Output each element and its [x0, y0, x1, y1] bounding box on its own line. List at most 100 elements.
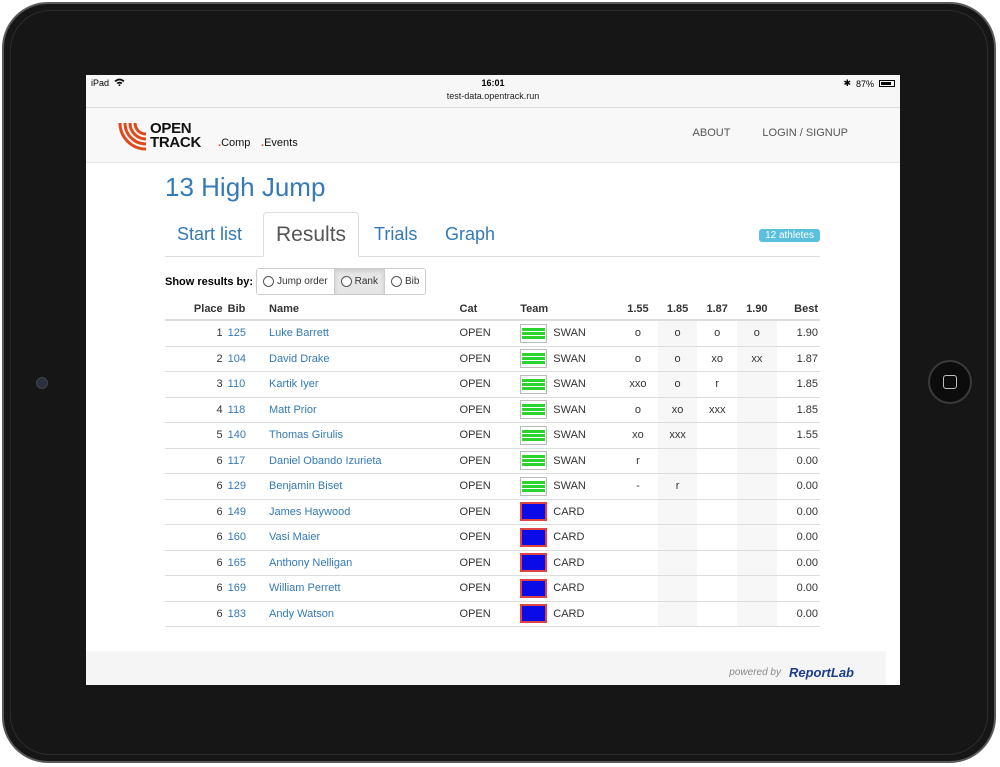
team-flag-icon — [520, 476, 548, 496]
comp-link-label: Comp — [221, 137, 251, 149]
col-height-1: 1.55 — [618, 299, 658, 321]
athlete-name-link[interactable]: David Drake — [269, 352, 330, 365]
table-row: 1 125 Luke Barrett OPEN SWAN o o o o 1.90 — [165, 320, 820, 347]
height-4-cell — [737, 397, 777, 423]
front-camera — [36, 377, 48, 389]
col-team[interactable]: Team — [520, 299, 619, 321]
table-row: 3 110 Kartik Iyer OPEN SWAN xxo o r 1.85 — [165, 371, 820, 398]
athlete-name-link[interactable]: Benjamin Biset — [269, 480, 343, 493]
team-flag-icon — [520, 425, 548, 445]
events-link[interactable]: .Events — [261, 137, 298, 149]
height-2-cell — [657, 601, 698, 627]
tablet-bezel — [10, 10, 988, 755]
height-4-cell: xx — [737, 346, 777, 372]
col-cat[interactable]: Cat — [459, 299, 521, 321]
bib-link[interactable]: 125 — [227, 327, 247, 340]
team-flag-icon — [520, 349, 548, 369]
height-1-cell: xo — [618, 422, 658, 449]
bib-option[interactable]: Bib — [384, 269, 426, 294]
height-2-cell — [657, 524, 698, 551]
rank-option[interactable]: Rank — [334, 269, 385, 294]
athlete-name-link[interactable]: Kartik Iyer — [269, 378, 319, 391]
height-3-cell — [697, 550, 738, 576]
place-cell: 6 — [165, 448, 223, 474]
bib-link[interactable]: 169 — [227, 582, 247, 595]
col-best[interactable]: Best — [776, 299, 820, 321]
team-flag-icon — [520, 400, 548, 420]
col-place[interactable]: Place — [165, 299, 223, 321]
athlete-name-link[interactable]: William Perrett — [269, 582, 341, 595]
height-3-cell: xo — [697, 346, 738, 372]
category-cell: OPEN — [459, 320, 521, 347]
bib-link[interactable]: 160 — [227, 531, 247, 544]
athlete-name-link[interactable]: Vasi Maier — [269, 531, 321, 544]
athlete-name-link[interactable]: Matt Prior — [269, 403, 317, 416]
team-flag-icon — [520, 323, 548, 343]
reportlab-logo[interactable]: ReportLab — [789, 665, 854, 680]
best-cell: 0.00 — [776, 550, 820, 576]
athlete-name-link[interactable]: Anthony Nelligan — [269, 556, 353, 569]
height-2-cell: o — [657, 371, 698, 398]
team-name: SWAN — [553, 454, 586, 467]
status-bar: iPad 16:01 test-data.opentrack.run ✱ 87% — [86, 75, 900, 108]
login-signup-link[interactable]: LOGIN / SIGNUP — [762, 127, 848, 139]
address-bar[interactable]: test-data.opentrack.run — [446, 91, 540, 101]
table-header-row: Place Bib Name Cat Team 1.55 1.85 1.87 1… — [165, 299, 820, 321]
clock: 16:01 — [481, 78, 505, 88]
table-row: 6 129 Benjamin Biset OPEN SWAN - r 0.00 — [165, 473, 820, 500]
height-2-cell — [657, 550, 698, 576]
athletes-count-badge: 12 athletes — [759, 229, 820, 242]
height-4-cell — [737, 473, 777, 500]
about-link[interactable]: ABOUT — [692, 127, 731, 139]
athlete-name-link[interactable]: Thomas Girulis — [269, 429, 343, 442]
table-row: 6 160 Vasi Maier OPEN CARD 0.00 — [165, 524, 820, 551]
jump-order-option[interactable]: Jump order — [257, 269, 335, 294]
tab-trials[interactable]: Trials — [374, 224, 418, 244]
bib-link[interactable]: 117 — [227, 454, 246, 467]
bib-link[interactable]: 165 — [227, 556, 247, 569]
height-1-cell — [618, 524, 658, 551]
category-cell: OPEN — [459, 397, 521, 423]
height-1-cell: - — [618, 473, 658, 500]
col-bib[interactable]: Bib — [222, 299, 270, 321]
bib-link[interactable]: 118 — [227, 403, 246, 416]
best-cell: 0.00 — [776, 499, 820, 525]
bib-link[interactable]: 183 — [227, 607, 247, 620]
tab-graph[interactable]: Graph — [445, 224, 496, 244]
opentrack-logo[interactable]: OPEN TRACK — [118, 121, 201, 151]
height-2-cell: xo — [657, 397, 698, 423]
comp-link[interactable]: .Comp — [218, 137, 251, 149]
navbar: OPEN TRACK .Comp .Events ABOUT LOGIN / S… — [86, 108, 900, 163]
home-button[interactable] — [928, 360, 972, 404]
height-4-cell — [737, 550, 777, 576]
height-1-cell: o — [618, 346, 658, 372]
best-cell: 1.90 — [776, 320, 820, 347]
best-cell: 0.00 — [776, 524, 820, 551]
col-name[interactable]: Name — [269, 299, 460, 321]
bib-link[interactable]: 104 — [227, 352, 247, 365]
place-cell: 6 — [165, 575, 223, 602]
athlete-name-link[interactable]: Luke Barrett — [269, 327, 329, 340]
team-name: SWAN — [553, 378, 586, 391]
radio-icon — [340, 276, 352, 287]
height-4-cell — [737, 575, 777, 602]
place-cell: 6 — [165, 473, 223, 500]
tab-results[interactable]: Results — [263, 212, 360, 257]
table-row: 6 169 William Perrett OPEN CARD 0.00 — [165, 575, 820, 602]
results-table: Place Bib Name Cat Team 1.55 1.85 1.87 1… — [165, 299, 820, 627]
bib-link[interactable]: 140 — [227, 429, 247, 442]
athlete-name-link[interactable]: Andy Watson — [269, 607, 335, 620]
team-flag-icon — [520, 604, 548, 624]
best-cell: 0.00 — [776, 448, 820, 474]
bib-link[interactable]: 110 — [227, 378, 246, 391]
bib-link[interactable]: 149 — [227, 505, 247, 518]
col-height-3: 1.87 — [697, 299, 738, 321]
height-1-cell — [618, 575, 658, 602]
footer: powered by ReportLab — [86, 651, 886, 685]
height-2-cell — [657, 448, 698, 474]
place-cell: 6 — [165, 550, 223, 576]
athlete-name-link[interactable]: Daniel Obando Izurieta — [269, 454, 382, 467]
bib-link[interactable]: 129 — [227, 480, 247, 493]
athlete-name-link[interactable]: James Haywood — [269, 505, 351, 518]
tab-start-list[interactable]: Start list — [177, 224, 243, 244]
